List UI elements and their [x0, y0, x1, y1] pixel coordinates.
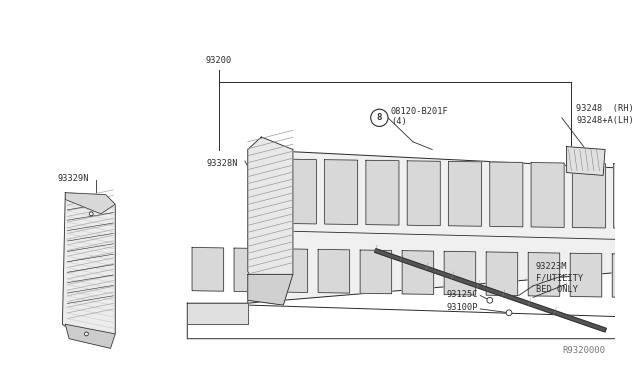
Polygon shape [407, 161, 440, 226]
Polygon shape [65, 324, 115, 348]
Circle shape [506, 310, 512, 316]
Polygon shape [572, 163, 605, 228]
Polygon shape [528, 253, 560, 296]
Polygon shape [614, 164, 640, 228]
Circle shape [371, 109, 388, 126]
Text: 93100P: 93100P [447, 304, 478, 312]
Text: 93200: 93200 [206, 56, 232, 65]
Polygon shape [366, 160, 399, 225]
Polygon shape [65, 193, 115, 214]
Polygon shape [248, 150, 640, 303]
Polygon shape [402, 251, 434, 294]
Text: 93125C: 93125C [447, 290, 478, 299]
Polygon shape [248, 275, 293, 305]
Polygon shape [284, 159, 316, 224]
Polygon shape [444, 251, 476, 295]
Polygon shape [324, 160, 358, 224]
Text: 93329N: 93329N [58, 174, 89, 183]
Polygon shape [248, 137, 293, 295]
Polygon shape [490, 162, 523, 227]
Polygon shape [486, 252, 518, 296]
Text: 93248+A(LH): 93248+A(LH) [576, 116, 634, 125]
Text: F/UTILITY: F/UTILITY [536, 274, 583, 283]
Polygon shape [188, 303, 248, 324]
Polygon shape [374, 248, 606, 332]
Text: R9320000: R9320000 [562, 346, 605, 355]
Circle shape [487, 297, 493, 303]
Text: 93328N: 93328N [207, 160, 238, 169]
Polygon shape [63, 193, 115, 339]
Text: (4): (4) [391, 118, 406, 126]
Circle shape [90, 212, 93, 216]
Polygon shape [234, 248, 266, 292]
Text: 93248  (RH): 93248 (RH) [576, 104, 634, 113]
Polygon shape [360, 250, 392, 294]
Polygon shape [566, 147, 605, 176]
Polygon shape [570, 253, 602, 297]
Polygon shape [192, 247, 223, 291]
Polygon shape [276, 249, 308, 292]
Text: 08120-B201F: 08120-B201F [391, 107, 449, 116]
Polygon shape [531, 163, 564, 227]
Polygon shape [612, 254, 640, 298]
Polygon shape [318, 249, 349, 293]
Polygon shape [449, 161, 481, 226]
Text: BED ONLY: BED ONLY [536, 285, 578, 294]
Text: 8: 8 [377, 113, 382, 122]
Circle shape [84, 332, 88, 336]
Text: 93223M: 93223M [536, 262, 568, 271]
